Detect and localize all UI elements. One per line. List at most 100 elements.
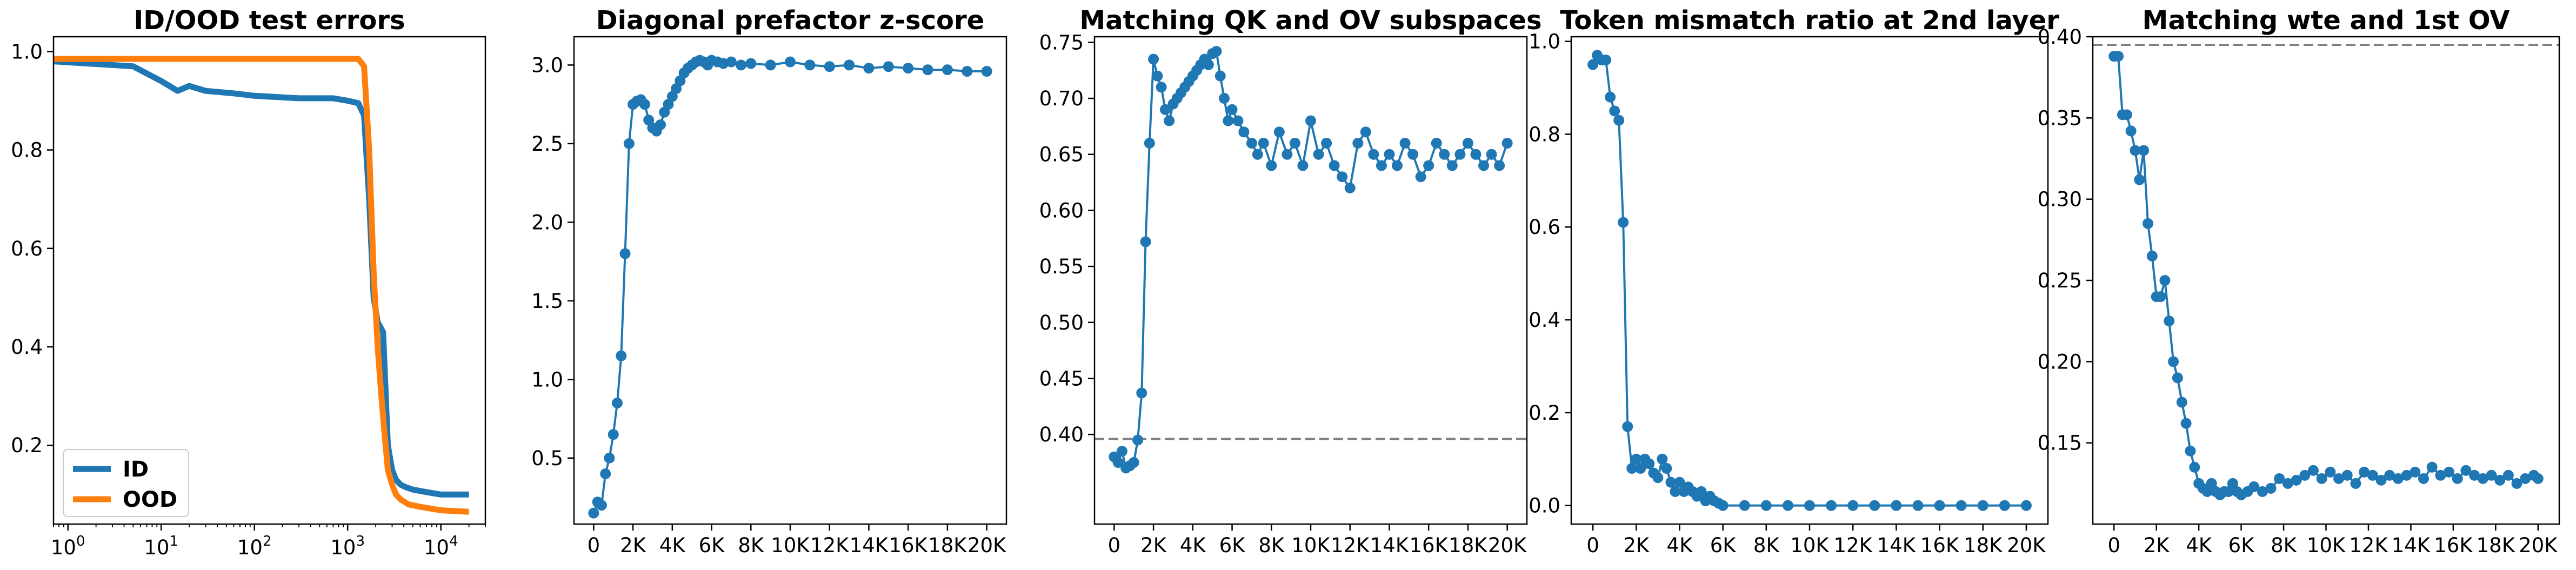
data-point [1368,149,1379,160]
data-point [1392,160,1403,171]
y-tick-label: 2.5 [531,132,563,156]
data-point [745,58,757,69]
x-tick-label: 14K [850,534,889,557]
plot-frame [573,36,1007,525]
data-point [1203,59,1214,70]
x-tick-label: 6K [1710,534,1737,557]
data-point [2189,461,2200,473]
data-point [1219,93,1230,104]
x-tick-label: 10K [771,534,810,557]
y-tick-label: 0.20 [2038,350,2082,373]
data-point [2452,473,2463,484]
data-point [1132,434,1143,446]
data-point [1478,160,1489,171]
data-point [2257,486,2268,497]
x-tick-label: 0 [2107,534,2120,557]
data-point [1501,137,1513,149]
data-point [1407,149,1419,160]
data-point [1159,104,1171,115]
series-line [1113,50,1509,470]
data-point [2426,461,2438,473]
x-tick-label: 2K [1140,534,1167,557]
data-point [1934,500,1945,511]
data-point [2142,218,2153,229]
y-tick-label: 0.25 [2038,269,2082,292]
x-tick-label: 0 [588,534,600,557]
x-tick-label: 16K [1410,534,1449,557]
data-point [1376,160,1387,171]
data-point [1266,160,1277,171]
y-tick-label: 0.30 [2038,188,2082,211]
data-point [2341,470,2353,481]
y-tick-label: 0.6 [11,237,43,260]
data-point [2176,397,2187,408]
data-point [1891,500,1902,511]
x-tick-label: 18K [2477,534,2516,557]
data-point [1670,486,1681,497]
plot-frame [1570,36,2049,525]
data-point [1804,500,1815,511]
data-point [2282,478,2293,489]
x-tick-label: 12K [810,534,850,557]
data-point [612,397,623,408]
data-point [1912,500,1924,511]
data-point [2325,466,2336,478]
chart-title: Token mismatch ratio at 2nd layer [1560,5,2059,36]
data-point [2460,465,2472,476]
data-point [1313,149,1324,160]
data-point [1144,137,1155,149]
y-tick-label: 0.0 [1529,494,1560,518]
data-point [2155,291,2166,303]
data-point [2291,474,2302,486]
data-point [2227,478,2238,489]
x-tick-label: 2K [620,534,647,557]
x-tick-label: 10K [2307,534,2346,557]
data-point [2113,51,2124,62]
data-point [2168,356,2179,367]
data-point [2494,474,2506,486]
data-point [2375,474,2387,486]
data-point [1252,149,1263,160]
chart-title: ID/OOD test errors [134,5,405,36]
chart-title: Matching wte and 1st OV [2143,5,2510,36]
data-point [1214,70,1226,82]
data-point [2359,466,2370,478]
y-tick-label: 0.35 [2038,106,2082,130]
x-tick-label: 14K [1877,534,1917,557]
data-point [608,429,619,440]
y-tick-label: 0.70 [1039,87,1084,110]
x-tick-label: 18K [1449,534,1488,557]
data-point [2532,473,2544,484]
data-point [1470,149,1481,160]
data-point [2307,465,2319,476]
data-point [1344,182,1356,193]
x-tick-label: 8K [1753,534,1780,557]
data-point [736,59,747,71]
data-point [1112,457,1124,468]
x-tick-label: 6K [1219,534,1246,557]
data-point [655,119,666,130]
y-tick-label: 0.2 [11,434,43,457]
x-tick-label: 6K [699,534,726,557]
data-point [1305,115,1316,126]
data-point [1956,500,1967,511]
data-point [2146,250,2158,261]
data-point [2134,174,2145,185]
x-tick-label: 12K [2349,534,2388,557]
data-point [1454,149,1466,160]
data-point [1321,137,1332,149]
data-point [1329,160,1340,171]
data-point [725,56,737,68]
data-point [1847,500,1859,511]
y-tick-label: 1.0 [531,368,563,391]
x-tick-label: 102 [237,533,272,559]
data-point [1644,458,1655,470]
data-point [1486,149,1497,160]
y-tick-label: 0.6 [1529,216,1560,239]
data-point [1631,453,1642,465]
data-point [604,452,615,464]
data-point [844,59,855,71]
data-point [981,66,992,77]
data-point [2392,473,2404,484]
